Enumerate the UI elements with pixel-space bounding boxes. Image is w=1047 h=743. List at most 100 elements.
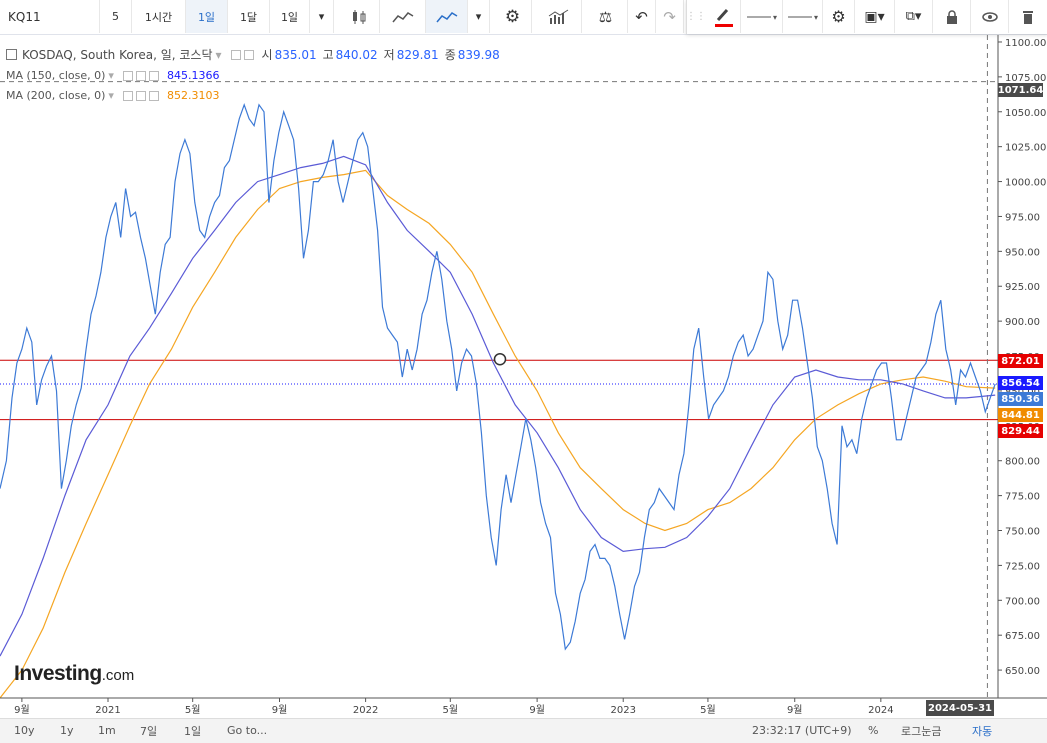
line-style-dropdown[interactable]: ▾ bbox=[741, 0, 783, 33]
y-tick-label: 725.00 bbox=[1005, 561, 1040, 572]
range-label: 10y bbox=[14, 724, 35, 737]
dotted-price-label: 850.36 bbox=[998, 392, 1043, 406]
line-width-dropdown[interactable]: ▾ bbox=[783, 0, 823, 33]
auto-scale-toggle[interactable]: 자동 bbox=[972, 719, 992, 742]
lock-icon[interactable] bbox=[933, 0, 971, 33]
high-label: 고 bbox=[322, 48, 334, 62]
compare-scale-icon[interactable]: ⚖ bbox=[584, 0, 628, 33]
close-value: 839.98 bbox=[457, 47, 500, 62]
cursor-circle bbox=[493, 352, 507, 366]
symbol-label: KQ11 bbox=[8, 9, 41, 24]
logo-main: Investing bbox=[14, 662, 102, 685]
trash-icon[interactable] bbox=[1009, 0, 1047, 33]
x-tick-label: 9월 bbox=[529, 704, 545, 716]
x-tick-label: 2024 bbox=[868, 705, 893, 716]
crosshair-price-text: 1071.64 bbox=[997, 84, 1044, 96]
chevron-down-icon[interactable]: ▾ bbox=[108, 89, 114, 102]
svg-text:▾: ▾ bbox=[773, 13, 777, 22]
percent-toggle[interactable]: % bbox=[868, 719, 878, 742]
y-tick-label: 925.00 bbox=[1005, 282, 1040, 293]
ma200-line bbox=[0, 169, 996, 699]
drawing-toolbar: ⋮⋮ ▾ ▾ ⚙ ▣▾ ⧉▾ bbox=[686, 0, 1047, 34]
pencil-icon[interactable] bbox=[705, 0, 741, 33]
y-tick-label: 700.00 bbox=[1005, 596, 1040, 607]
clone-icon[interactable]: ⧉▾ bbox=[895, 0, 933, 33]
chevron-down-icon[interactable]: ▾ bbox=[310, 0, 334, 33]
settings-icon[interactable]: ⚙ bbox=[494, 0, 532, 33]
y-tick-label: 1075.00 bbox=[1005, 73, 1046, 84]
ma150-line bbox=[0, 155, 996, 657]
eye-icon[interactable] bbox=[122, 70, 133, 81]
goto-button[interactable]: Go to... bbox=[227, 719, 267, 742]
gear-icon[interactable] bbox=[243, 49, 254, 60]
investing-logo: Investing.com bbox=[14, 662, 134, 686]
ma-price-label: 844.81 bbox=[998, 408, 1043, 422]
line-chart-icon[interactable] bbox=[426, 0, 468, 33]
interval-5[interactable]: 5 bbox=[100, 0, 132, 33]
bottom-toolbar: 10y 1y 1m 7일 1일 Go to... 23:32:17 (UTC+9… bbox=[0, 718, 1047, 743]
gear-icon[interactable] bbox=[135, 90, 146, 101]
range-1y[interactable]: 1y bbox=[60, 719, 74, 742]
x-tick-label: 9월 bbox=[14, 704, 30, 716]
interval-dropdown[interactable]: 1일 bbox=[270, 0, 310, 33]
y-tick-label: 800.00 bbox=[1005, 457, 1040, 468]
ma150-label: MA (150, close, 0) bbox=[6, 69, 106, 82]
x-tick-label: 2023 bbox=[610, 705, 635, 716]
range-label: 1m bbox=[98, 724, 116, 737]
range-label: 1y bbox=[60, 724, 74, 737]
y-tick-label: 675.00 bbox=[1005, 631, 1040, 642]
candlestick-icon[interactable] bbox=[338, 0, 380, 33]
x-tick-label: 9월 bbox=[787, 704, 803, 716]
range-1d[interactable]: 1일 bbox=[184, 719, 201, 742]
logo-suffix: .com bbox=[101, 667, 135, 684]
legend-title: KOSDAQ, South Korea, 일, 코스닥 bbox=[22, 48, 213, 62]
y-tick-label: 1000.00 bbox=[1005, 178, 1046, 189]
last-price-label: 856.54 bbox=[998, 376, 1043, 390]
price-line bbox=[0, 102, 996, 651]
crosshair-date-text: 2024-05-31 bbox=[928, 702, 992, 714]
x-tick-label: 5월 bbox=[700, 704, 716, 716]
dotted-price-text: 850.36 bbox=[1001, 393, 1040, 405]
open-label: 시 bbox=[261, 48, 273, 62]
eye-icon[interactable] bbox=[230, 49, 241, 60]
range-10y[interactable]: 10y bbox=[14, 719, 35, 742]
y-tick-label: 900.00 bbox=[1005, 317, 1040, 328]
x-tick-label: 2022 bbox=[353, 705, 378, 716]
drag-handle-icon[interactable]: ⋮⋮ bbox=[686, 11, 706, 22]
collapse-icon[interactable] bbox=[6, 49, 17, 60]
drawing-settings-icon[interactable]: ⚙ bbox=[823, 0, 855, 33]
ma200-label: MA (200, close, 0) bbox=[6, 89, 106, 102]
close-icon[interactable] bbox=[148, 90, 159, 101]
open-value: 835.01 bbox=[274, 47, 317, 62]
indicators-icon[interactable] bbox=[536, 0, 582, 33]
log-scale-toggle[interactable]: 로그눈금 bbox=[901, 719, 941, 742]
layers-icon[interactable]: ▣▾ bbox=[855, 0, 895, 33]
ma150-legend: MA (150, close, 0) ▾ 845.1366 bbox=[6, 69, 219, 82]
interval-1d[interactable]: 1일 bbox=[186, 0, 228, 33]
y-tick-label: 950.00 bbox=[1005, 247, 1040, 258]
interval-1m[interactable]: 1달 bbox=[228, 0, 270, 33]
price-chart[interactable]: 650.00 675.00 700.00 725.00 750.00 775.00 800.… bbox=[0, 35, 1047, 718]
range-1m[interactable]: 1m bbox=[98, 719, 116, 742]
log-label: 로그눈금 bbox=[901, 724, 942, 738]
ma-price-text: 844.81 bbox=[1001, 409, 1040, 421]
chevron-down-icon[interactable]: ▾ bbox=[468, 0, 490, 33]
interval-1h[interactable]: 1시간 bbox=[132, 0, 186, 33]
redo-icon[interactable]: ↷ bbox=[656, 0, 684, 33]
gear-icon[interactable] bbox=[135, 70, 146, 81]
close-icon[interactable] bbox=[148, 70, 159, 81]
lower-line-price-label: 829.44 bbox=[998, 424, 1043, 438]
last-price-text: 856.54 bbox=[1001, 377, 1040, 389]
undo-icon[interactable]: ↶ bbox=[628, 0, 656, 33]
eye-icon[interactable] bbox=[122, 90, 133, 101]
symbol-search[interactable]: KQ11 bbox=[0, 0, 100, 33]
range-7d[interactable]: 7일 bbox=[140, 719, 157, 742]
percent-label: % bbox=[868, 724, 879, 737]
range-label: 7일 bbox=[140, 724, 158, 738]
chevron-down-icon[interactable]: ▾ bbox=[108, 69, 114, 82]
chevron-down-icon[interactable]: ▾ bbox=[215, 47, 222, 62]
clock: 23:32:17 (UTC+9) bbox=[752, 719, 852, 742]
area-chart-icon[interactable] bbox=[380, 0, 426, 33]
y-tick-label: 775.00 bbox=[1005, 492, 1040, 503]
visibility-eye-icon[interactable] bbox=[971, 0, 1009, 33]
